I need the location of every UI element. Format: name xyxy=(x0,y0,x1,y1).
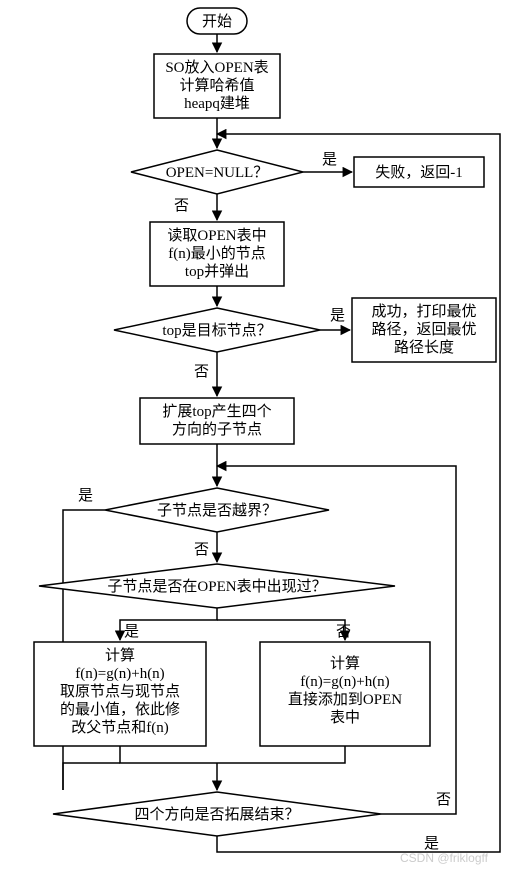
pop-line2: f(n)最小的节点 xyxy=(168,245,266,262)
node-recalc: 计算 f(n)=g(n)+h(n) 取原节点与现节点 的最小值，依此修 改父节点… xyxy=(34,642,206,746)
expand-line2: 方向的子节点 xyxy=(172,421,262,438)
svg-text:heapq建堆: heapq建堆 xyxy=(184,95,250,112)
start-text: 开始 xyxy=(202,13,232,30)
label-no-5: 否 xyxy=(436,792,451,808)
init-line3: heapq建堆 xyxy=(184,95,250,112)
in-open-text: 子节点是否在OPEN表中出现过？ xyxy=(107,578,326,595)
oob-text: 子节点是否越界？ xyxy=(157,502,277,519)
svg-text:直接添加到OPEN: 直接添加到OPEN xyxy=(288,691,402,708)
svg-text:是: 是 xyxy=(424,836,439,852)
svg-text:top并弹出: top并弹出 xyxy=(185,263,249,280)
svg-text:否: 否 xyxy=(436,792,451,808)
recalc-line2: f(n)=g(n)+h(n) xyxy=(75,666,164,682)
svg-text:方向的子节点: 方向的子节点 xyxy=(172,421,262,438)
label-no-2: 否 xyxy=(194,364,209,380)
svg-text:改父节点和f(n): 改父节点和f(n) xyxy=(71,719,169,736)
fail-text: 失败，返回-1 xyxy=(375,164,463,181)
add-line3: 直接添加到OPEN xyxy=(288,691,402,708)
node-add-new: 计算 f(n)=g(n)+h(n) 直接添加到OPEN 表中 xyxy=(260,642,430,746)
node-out-of-bounds: 子节点是否越界？ xyxy=(105,488,329,532)
svg-text:是: 是 xyxy=(322,152,337,168)
add-line2: f(n)=g(n)+h(n) xyxy=(300,674,389,690)
svg-text:取原节点与现节点: 取原节点与现节点 xyxy=(60,683,180,700)
node-in-open: 子节点是否在OPEN表中出现过？ xyxy=(39,564,395,608)
label-no-4: 否 xyxy=(336,624,351,640)
node-expand: 扩展top产生四个 方向的子节点 xyxy=(140,398,294,444)
recalc-line1: 计算 xyxy=(105,646,135,664)
recalc-line5: 改父节点和f(n) xyxy=(71,719,169,736)
four-done-text: 四个方向是否拓展结束？ xyxy=(134,806,299,823)
svg-text:否: 否 xyxy=(174,198,189,214)
node-start: 开始 xyxy=(187,8,247,34)
svg-text:SO放入OPEN表: SO放入OPEN表 xyxy=(165,59,268,76)
svg-text:计算: 计算 xyxy=(105,646,135,664)
node-is-goal: top是目标节点？ xyxy=(114,308,320,352)
success-line2: 路径，返回最优 xyxy=(371,321,476,338)
svg-text:的最小值，依此修: 的最小值，依此修 xyxy=(60,701,180,718)
success-line3: 路径长度 xyxy=(394,339,454,356)
is-goal-text: top是目标节点？ xyxy=(162,322,271,339)
svg-text:计算: 计算 xyxy=(330,654,360,672)
add-line4: 表中 xyxy=(330,709,360,726)
svg-text:否: 否 xyxy=(194,364,209,380)
svg-text:top是目标节点？: top是目标节点？ xyxy=(162,322,271,339)
svg-text:子节点是否在OPEN表中出现过？: 子节点是否在OPEN表中出现过？ xyxy=(107,578,326,595)
svg-text:f(n)=g(n)+h(n): f(n)=g(n)+h(n) xyxy=(300,674,389,690)
svg-text:否: 否 xyxy=(194,542,209,558)
svg-text:OPEN=NULL？: OPEN=NULL？ xyxy=(166,165,269,181)
svg-text:路径长度: 路径长度 xyxy=(394,339,454,356)
svg-text:扩展top产生四个: 扩展top产生四个 xyxy=(162,403,271,420)
success-line1: 成功，打印最优 xyxy=(371,303,476,320)
svg-text:路径，返回最优: 路径，返回最优 xyxy=(371,321,476,338)
label-no-1: 否 xyxy=(174,198,189,214)
svg-text:开始: 开始 xyxy=(202,13,232,30)
flowchart-canvas: 开始 SO放入OPEN表 计算哈希值 heapq建堆 OPEN=NULL？ 是 … xyxy=(0,0,515,869)
svg-text:计算哈希值: 计算哈希值 xyxy=(179,76,254,94)
svg-text:f(n)=g(n)+h(n): f(n)=g(n)+h(n) xyxy=(75,666,164,682)
node-init: SO放入OPEN表 计算哈希值 heapq建堆 xyxy=(154,54,280,118)
svg-text:四个方向是否拓展结束？: 四个方向是否拓展结束？ xyxy=(134,806,299,823)
recalc-line3: 取原节点与现节点 xyxy=(60,683,180,700)
label-yes-4: 是 xyxy=(124,624,139,640)
svg-text:是: 是 xyxy=(124,624,139,640)
add-line1: 计算 xyxy=(330,654,360,672)
node-success: 成功，打印最优 路径，返回最优 路径长度 xyxy=(352,298,496,362)
label-yes-5: 是 xyxy=(424,836,439,852)
svg-text:否: 否 xyxy=(336,624,351,640)
node-pop: 读取OPEN表中 f(n)最小的节点 top并弹出 xyxy=(150,222,284,286)
label-no-3: 否 xyxy=(194,542,209,558)
expand-line1: 扩展top产生四个 xyxy=(162,403,271,420)
node-four-done: 四个方向是否拓展结束？ xyxy=(53,792,381,836)
open-null-text: OPEN=NULL？ xyxy=(166,165,269,181)
svg-text:是: 是 xyxy=(330,308,345,324)
label-yes-3: 是 xyxy=(78,488,93,504)
svg-text:子节点是否越界？: 子节点是否越界？ xyxy=(157,502,277,519)
pop-line3: top并弹出 xyxy=(185,263,249,280)
svg-text:f(n)最小的节点: f(n)最小的节点 xyxy=(168,245,266,262)
svg-text:表中: 表中 xyxy=(330,709,360,726)
init-line1: SO放入OPEN表 xyxy=(165,59,268,76)
label-yes-2: 是 xyxy=(330,308,345,324)
recalc-line4: 的最小值，依此修 xyxy=(60,701,180,718)
init-line2: 计算哈希值 xyxy=(179,76,254,94)
svg-text:是: 是 xyxy=(78,488,93,504)
label-yes-1: 是 xyxy=(322,152,337,168)
svg-text:失败，返回-1: 失败，返回-1 xyxy=(375,164,463,181)
svg-text:成功，打印最优: 成功，打印最优 xyxy=(371,303,476,320)
node-open-null: OPEN=NULL？ xyxy=(131,150,303,194)
watermark: CSDN @friklogff xyxy=(400,851,489,865)
svg-text:读取OPEN表中: 读取OPEN表中 xyxy=(167,227,266,244)
pop-line1: 读取OPEN表中 xyxy=(167,227,266,244)
node-fail: 失败，返回-1 xyxy=(354,157,484,187)
